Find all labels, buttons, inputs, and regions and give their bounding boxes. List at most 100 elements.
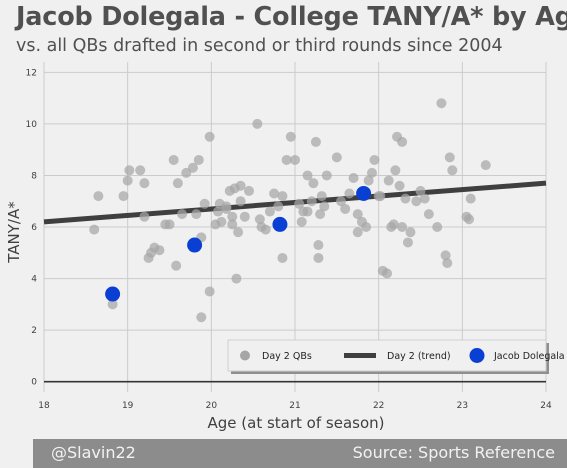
day2-qb-point <box>317 191 327 201</box>
day2-qb-point <box>397 137 407 147</box>
x-tick-label: 22 <box>373 401 384 411</box>
day2-qb-point <box>231 274 241 284</box>
day2-qb-point <box>340 204 350 214</box>
y-tick-label: 8 <box>31 171 37 181</box>
x-tick-label: 19 <box>122 401 134 411</box>
day2-qb-point <box>436 98 446 108</box>
day2-qb-point <box>118 191 128 201</box>
y-tick-label: 4 <box>31 275 37 285</box>
dolegala-point <box>187 238 202 253</box>
legend-dolegala-label: Jacob Dolegala <box>493 351 565 362</box>
day2-qb-point <box>205 286 215 296</box>
day2-qb-point <box>308 178 318 188</box>
day2-qb-point <box>290 155 300 165</box>
day2-qb-point <box>233 227 243 237</box>
day2-qb-point <box>332 152 342 162</box>
y-tick-label: 0 <box>31 378 37 388</box>
day2-qb-point <box>445 152 455 162</box>
legend-day2-marker <box>240 351 250 361</box>
day2-qb-point <box>196 312 206 322</box>
x-tick-label: 18 <box>38 401 50 411</box>
day2-qb-point <box>384 176 394 186</box>
y-axis-label: TANY/A* <box>5 201 23 264</box>
y-tick-label: 12 <box>26 68 37 78</box>
day2-qb-point <box>349 173 359 183</box>
day2-qb-point <box>139 212 149 222</box>
y-tick-labels: 0 2 4 6 8 10 12 <box>26 68 38 387</box>
day2-qb-point <box>390 165 400 175</box>
day2-qb-point <box>375 191 385 201</box>
day2-qb-point <box>344 188 354 198</box>
day2-qb-point <box>405 227 415 237</box>
day2-qb-point <box>236 196 246 206</box>
day2-qb-point <box>273 201 283 211</box>
x-tick-labels: 18 19 20 21 22 23 24 <box>38 401 552 411</box>
day2-qb-point <box>139 178 149 188</box>
day2-qb-point <box>89 225 99 235</box>
day2-qb-point <box>277 191 287 201</box>
dolegala-point <box>272 217 287 232</box>
dolegala-point <box>356 186 371 201</box>
day2-qb-point <box>447 165 457 175</box>
day2-qb-point <box>173 178 183 188</box>
day2-qb-point <box>265 207 275 217</box>
day2-qb-point <box>424 209 434 219</box>
footer-source: Source: Sports Reference <box>353 443 555 462</box>
day2-qb-point <box>403 237 413 247</box>
day2-qb-point <box>194 155 204 165</box>
y-tick-label: 10 <box>26 120 38 130</box>
footer-bar: @Slavin22 Source: Sports Reference <box>33 439 567 468</box>
day2-qb-point <box>154 245 164 255</box>
day2-qb-point <box>93 191 103 201</box>
day2-qb-point <box>432 222 442 232</box>
legend: Day 2 QBs Day 2 (trend) Jacob Dolegala <box>228 340 565 374</box>
day2-qb-point <box>400 194 410 204</box>
day2-qb-point <box>361 222 371 232</box>
day2-qb-point <box>297 217 307 227</box>
day2-qb-point <box>313 253 323 263</box>
day2-qb-point <box>369 155 379 165</box>
day2-qb-point <box>307 196 317 206</box>
day2-qb-point <box>216 217 226 227</box>
day2-qb-point <box>313 240 323 250</box>
day2-qb-point <box>171 261 181 271</box>
day2-qb-point <box>367 168 377 178</box>
day2-qb-point <box>303 207 313 217</box>
legend-trend-label: Day 2 (trend) <box>387 351 451 362</box>
day2-qb-point <box>240 212 250 222</box>
day2-qb-point <box>420 194 430 204</box>
day2-qb-point <box>481 160 491 170</box>
footer-credit: @Slavin22 <box>51 443 136 462</box>
day2-qb-point <box>466 194 476 204</box>
day2-qb-point <box>319 201 329 211</box>
x-axis-label: Age (at start of season) <box>208 414 385 432</box>
day2-qb-point <box>165 219 175 229</box>
x-tick-label: 20 <box>206 401 218 411</box>
day2-qb-point <box>177 209 187 219</box>
day2-qb-point <box>135 165 145 175</box>
day2-qb-point <box>286 132 296 142</box>
day2-qb-point <box>191 209 201 219</box>
day2-qb-point <box>442 258 452 268</box>
day2-qb-point <box>221 201 231 211</box>
dolegala-point <box>105 287 120 302</box>
day2-qb-point <box>464 214 474 224</box>
day2-qb-point <box>236 181 246 191</box>
day2-qb-point <box>395 181 405 191</box>
day2-qb-point <box>169 155 179 165</box>
legend-dolegala-marker <box>470 348 485 363</box>
y-tick-label: 6 <box>31 223 37 233</box>
x-tick-label: 24 <box>540 401 552 411</box>
day2-qb-point <box>353 227 363 237</box>
day2-qb-point <box>382 268 392 278</box>
x-tick-label: 23 <box>457 401 468 411</box>
y-tick-label: 2 <box>31 326 37 336</box>
day2-qb-point <box>205 132 215 142</box>
day2-qb-point <box>322 170 332 180</box>
day2-qb-point <box>277 253 287 263</box>
day2-qb-point <box>124 165 134 175</box>
day2-qb-point <box>261 225 271 235</box>
day2-qb-point <box>311 137 321 147</box>
legend-day2-label: Day 2 QBs <box>262 351 312 362</box>
